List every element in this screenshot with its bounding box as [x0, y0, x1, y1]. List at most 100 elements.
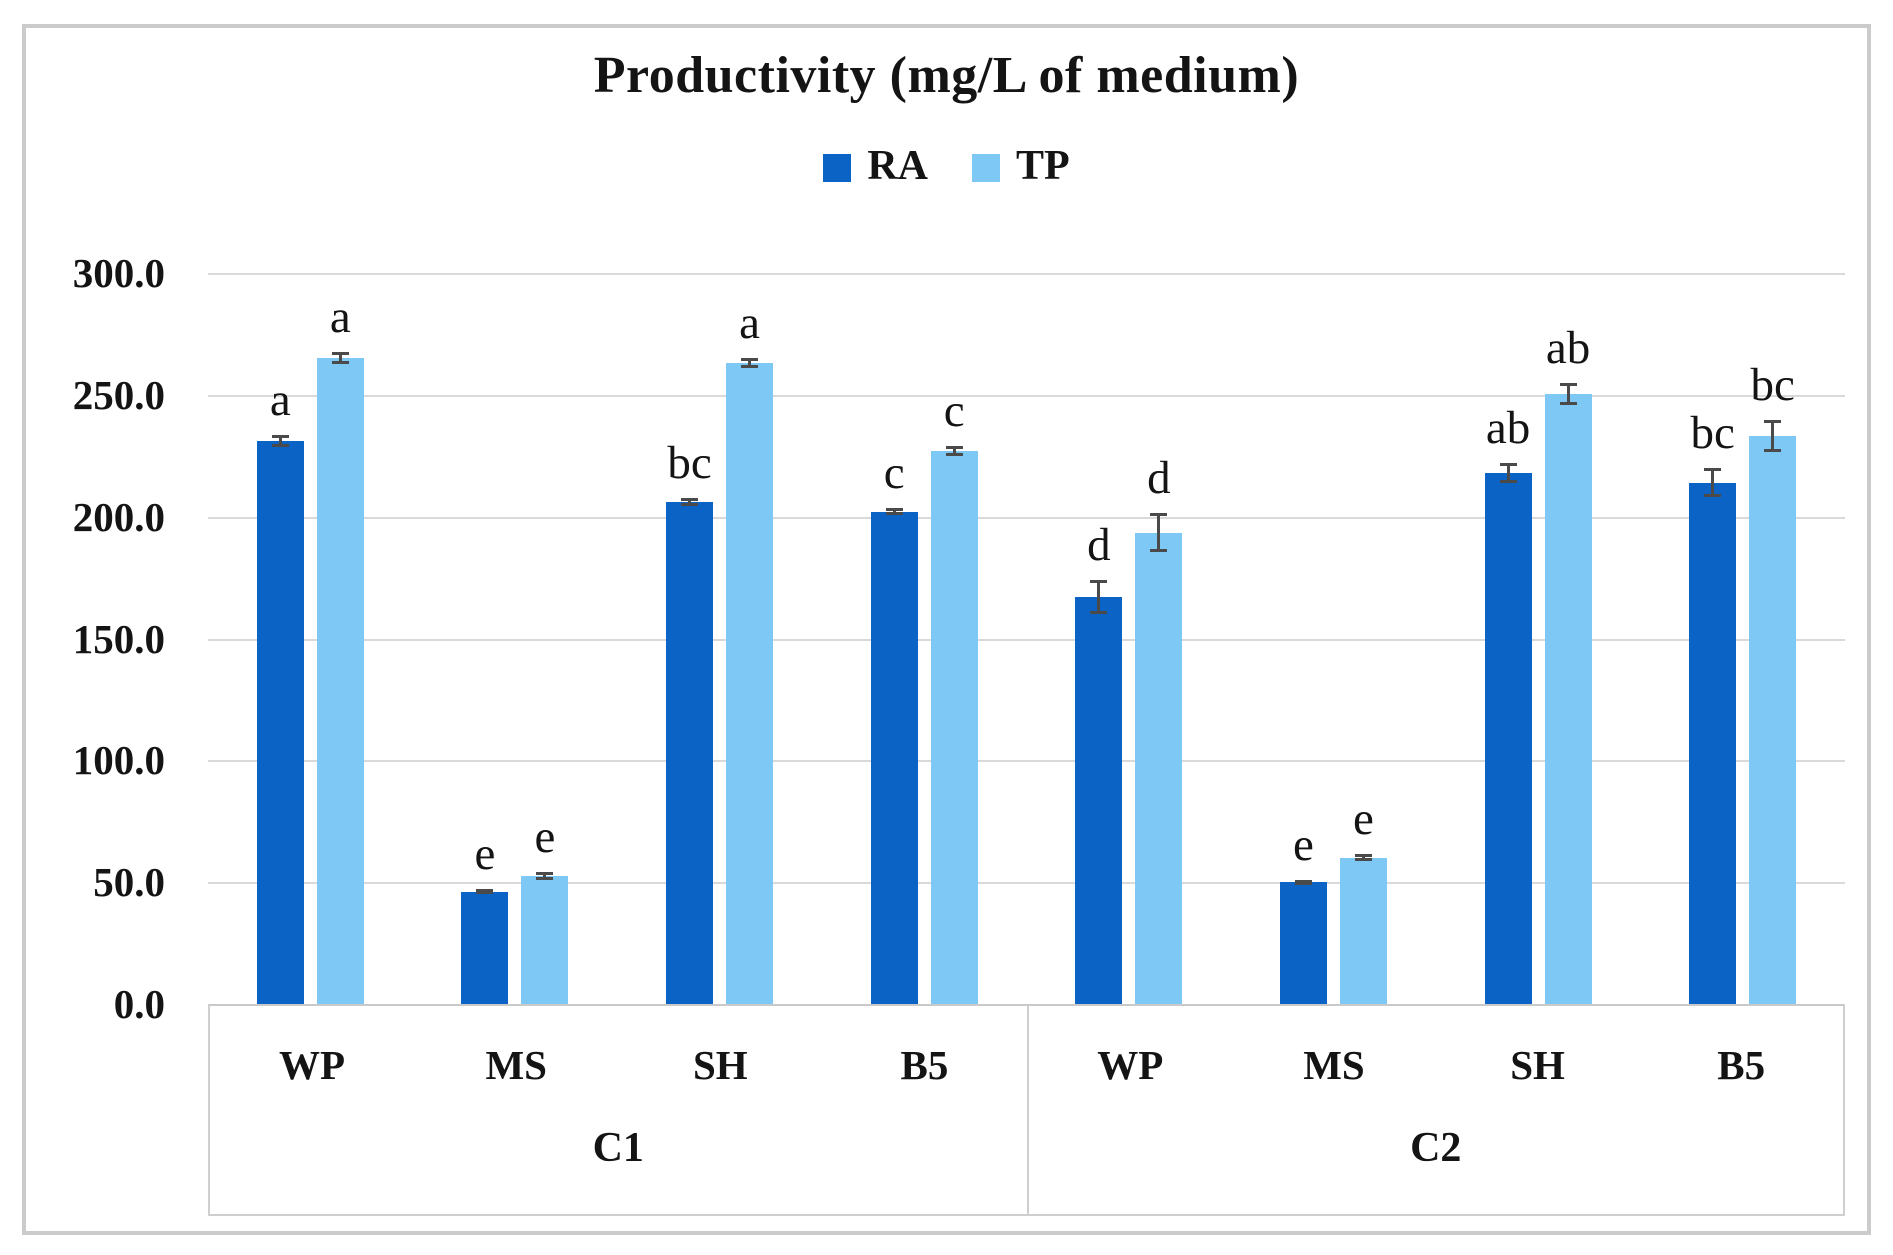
significance-letter-ra-c2-b5: bc	[1690, 406, 1735, 459]
error-bar-cap-bottom	[1764, 449, 1782, 453]
error-bar-stem	[748, 358, 752, 369]
significance-letter-tp-c1-b5: c	[943, 385, 965, 437]
error-bar-cap-top	[1294, 879, 1312, 883]
error-bar-tp-c2-sh	[1545, 382, 1592, 405]
y-tick-label: 300.0	[72, 250, 165, 296]
error-bar-tp-c1-ms	[521, 872, 568, 880]
category-label-c1-b5: B5	[900, 1042, 949, 1088]
error-bar-stem	[543, 872, 547, 880]
error-bar-cap-bottom	[885, 512, 903, 516]
error-bar-stem	[1506, 463, 1510, 483]
error-bar-cap-bottom	[1294, 881, 1312, 885]
error-bar-cap-bottom	[271, 444, 289, 448]
bar-group-c1-sh: bc a	[617, 273, 822, 1004]
gridline	[208, 516, 1845, 519]
legend-swatch-ra	[823, 154, 852, 182]
error-bar-cap-top	[1764, 420, 1782, 424]
error-bar-stem	[892, 508, 896, 516]
significance-letter-ra-c1-sh: bc	[667, 437, 712, 490]
error-bar-tp-c2-ms	[1340, 854, 1387, 862]
plot-area: a a e e bc a c c d d e e ab ab bc bc	[208, 273, 1845, 1004]
significance-letter-ra-c2-sh: ab	[1485, 402, 1531, 455]
error-bar-stem	[1711, 467, 1715, 498]
error-bar-cap-bottom	[536, 876, 554, 880]
significance-letter-ra-c1-ms: e	[474, 828, 496, 881]
y-tick-label: 0.0	[113, 981, 165, 1027]
bar-tp-c1-wp	[316, 358, 364, 1004]
error-bar-cap-top	[945, 446, 963, 449]
error-bar-stem	[1157, 513, 1161, 552]
error-bar-cap-top	[1704, 467, 1722, 471]
bar-ra-c2-ms	[1279, 882, 1327, 1004]
bar-tp-c2-wp	[1135, 532, 1183, 1004]
bar-ra-c2-b5	[1689, 482, 1737, 1004]
error-bar-ra-c2-wp	[1075, 580, 1122, 615]
error-bar-cap-bottom	[945, 452, 963, 456]
category-label-c1-ms: MS	[485, 1042, 547, 1088]
y-tick-label: 200.0	[72, 493, 165, 540]
category-axis: WP MS SH B5 C1 WP MS SH B5 C2	[208, 1004, 1845, 1216]
error-bar-cap-top	[681, 498, 699, 502]
error-bar-cap-top	[885, 508, 903, 512]
bar-tp-c1-b5	[930, 450, 978, 1004]
bar-tp-c2-ms	[1339, 857, 1387, 1004]
error-bar-cap-top	[476, 889, 494, 893]
error-bar-ra-c2-b5	[1689, 467, 1736, 498]
significance-letter-tp-c2-wp: d	[1147, 452, 1171, 504]
error-bar-cap-bottom	[476, 891, 494, 895]
error-bar-stem	[1361, 854, 1365, 862]
error-bar-cap-bottom	[1704, 494, 1722, 498]
legend-item-ra: RA	[823, 142, 928, 190]
category-label-c1-wp: WP	[279, 1042, 346, 1088]
error-bar-cap-top	[1499, 463, 1517, 467]
significance-letter-ra-c2-ms: e	[1293, 818, 1314, 871]
error-bar-cap-top	[331, 352, 349, 356]
error-bar-tp-c1-sh	[726, 358, 773, 369]
error-bar-cap-top	[1090, 580, 1108, 584]
bar-group-c2-b5: bc bc	[1640, 273, 1845, 1004]
error-bar-cap-top	[536, 872, 554, 876]
y-tick-label: 50.0	[93, 859, 165, 906]
category-label-c2-sh: SH	[1510, 1042, 1565, 1088]
category-label-c1-sh: SH	[692, 1042, 748, 1088]
gridline	[208, 882, 1845, 885]
error-bar-cap-top	[1354, 854, 1372, 858]
bar-ra-c1-b5	[870, 511, 918, 1004]
gridline	[208, 638, 1845, 641]
bar-ra-c1-ms	[461, 891, 509, 1004]
significance-letter-ra-c2-wp: d	[1087, 519, 1111, 572]
significance-letter-tp-c1-sh: a	[739, 297, 760, 350]
error-bar-tp-c1-b5	[931, 446, 978, 456]
error-bar-cap-bottom	[681, 502, 699, 506]
error-bar-stem	[1566, 382, 1570, 405]
legend-label-ra: RA	[867, 143, 928, 189]
bar-ra-c2-sh	[1484, 472, 1532, 1004]
group-label-c2: C2	[1410, 1125, 1462, 1171]
error-bar-tp-c1-wp	[317, 352, 364, 365]
bar-group-c2-sh: ab ab	[1436, 273, 1641, 1004]
error-bar-tp-c2-b5	[1749, 420, 1796, 453]
y-axis-tick-labels: 300.0 250.0 200.0 150.0 100.0 50.0 0.0	[0, 253, 165, 1025]
significance-letter-ra-c1-wp: a	[269, 374, 291, 427]
error-bar-stem	[278, 435, 282, 448]
error-bar-stem	[688, 498, 692, 506]
significance-letter-tp-c2-b5: bc	[1750, 359, 1795, 412]
category-label-row: WP MS SH B5	[1029, 1006, 1844, 1124]
significance-letter-tp-c2-ms: e	[1353, 793, 1374, 846]
y-tick-label: 150.0	[72, 615, 165, 662]
group-label-c1: C1	[592, 1125, 644, 1171]
error-bar-stem	[1771, 420, 1775, 453]
category-label-c2-wp: WP	[1097, 1042, 1164, 1088]
error-bar-stem	[1097, 580, 1101, 615]
error-bar-cap-bottom	[1499, 479, 1517, 483]
y-tick-label: 250.0	[72, 371, 165, 418]
category-label-c2-b5: B5	[1717, 1042, 1766, 1088]
bar-ra-c1-sh	[666, 502, 714, 1004]
error-bar-stem	[952, 446, 956, 456]
error-bar-cap-top	[741, 358, 759, 362]
